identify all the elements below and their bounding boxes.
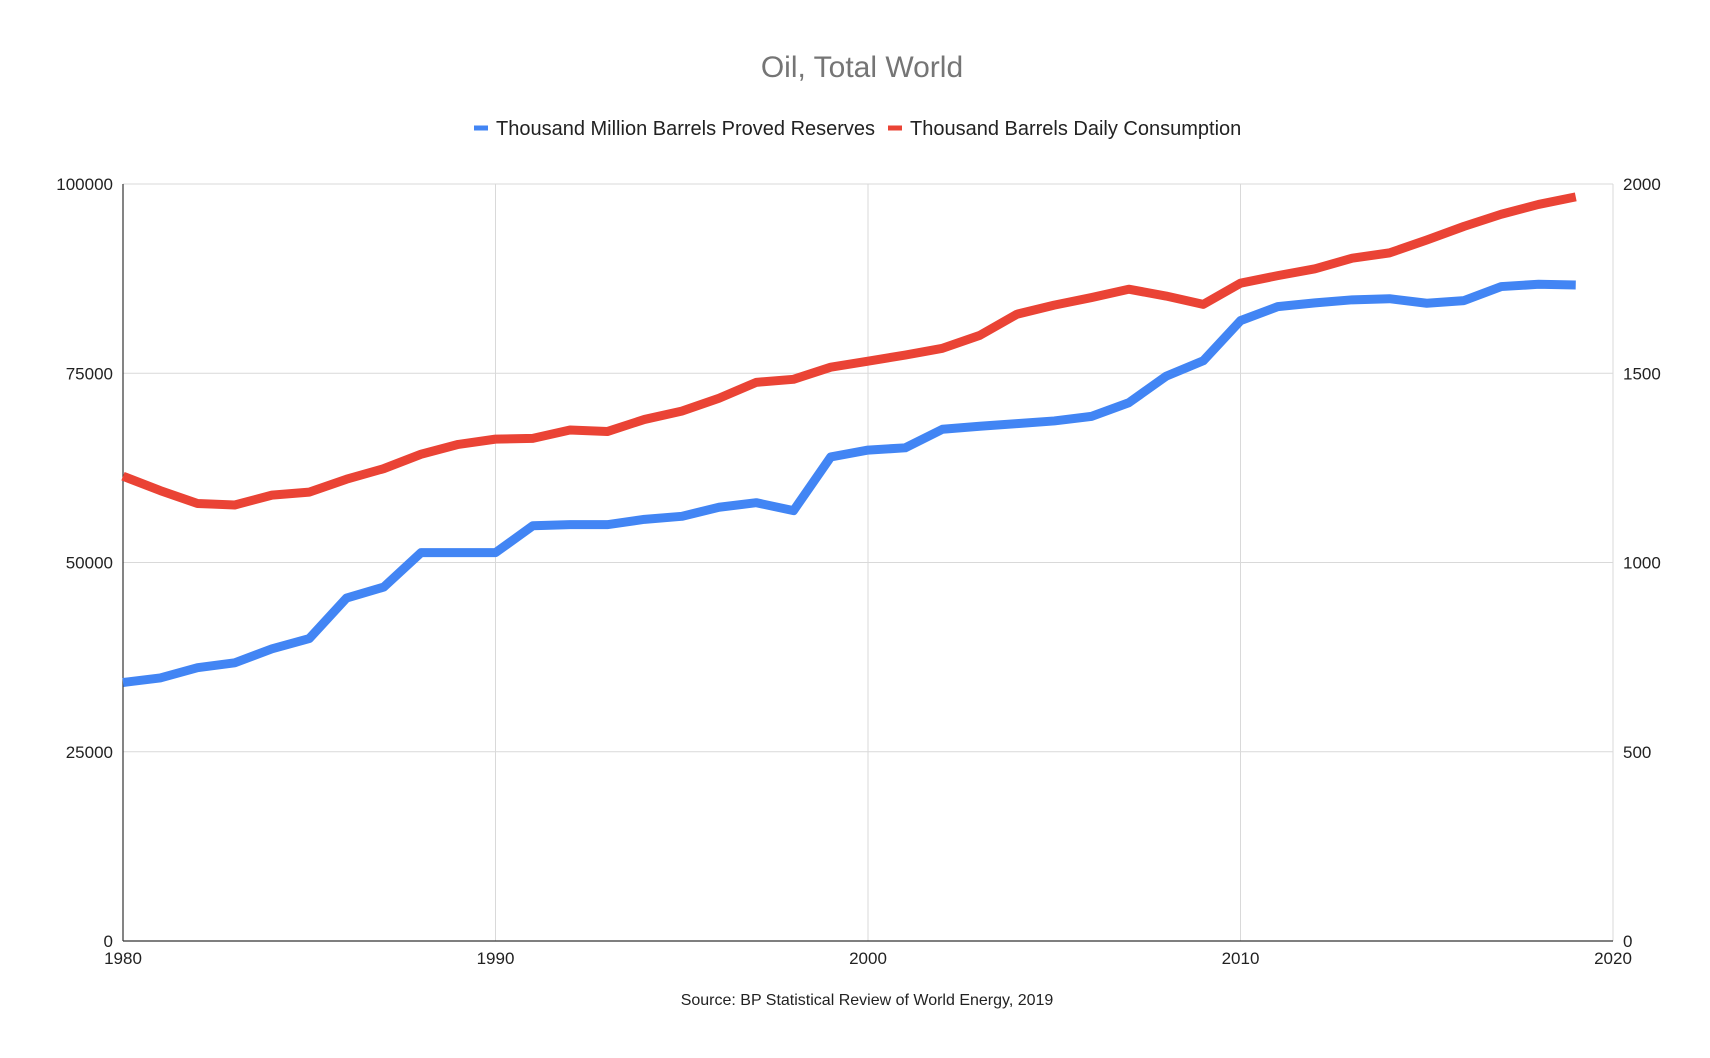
- axes: [122, 184, 1613, 942]
- y-right-tick-label: 2000: [1623, 175, 1661, 194]
- legend-label-reserves: Thousand Million Barrels Proved Reserves: [496, 118, 875, 140]
- legend: Thousand Million Barrels Proved Reserves…: [474, 118, 1241, 140]
- x-tick-label: 1990: [477, 949, 515, 968]
- y-left-tick-label: 100000: [56, 175, 113, 194]
- y-left-tick-label: 75000: [66, 364, 113, 383]
- y-right-tick-label: 500: [1623, 743, 1651, 762]
- source-note: Source: BP Statistical Review of World E…: [681, 992, 1054, 1009]
- y-left-tick-label: 0: [104, 932, 113, 951]
- series-0: [122, 279, 1576, 687]
- series-layer: [121, 192, 1577, 687]
- legend-label-consumption: Thousand Barrels Daily Consumption: [910, 118, 1241, 140]
- tick-labels: 0 25000 50000 75000 100000 0 500 1000 1500 2000 19…: [56, 175, 1661, 968]
- chart-title: Oil, Total World: [761, 51, 963, 84]
- y-right-tick-label: 1500: [1623, 364, 1661, 383]
- series-1: [121, 192, 1577, 510]
- y-left-tick-label: 25000: [66, 743, 113, 762]
- y-right-tick-label: 1000: [1623, 554, 1661, 573]
- gridlines: [122, 183, 1614, 941]
- x-tick-label: 2010: [1222, 949, 1260, 968]
- y-right-tick-label: 0: [1623, 932, 1632, 951]
- x-tick-label: 2020: [1594, 949, 1632, 968]
- x-tick-label: 1980: [104, 949, 142, 968]
- series-line-1: [121, 192, 1577, 510]
- x-tick-label: 2000: [849, 949, 887, 968]
- series-line-0: [122, 279, 1576, 687]
- y-left-tick-label: 50000: [66, 554, 113, 573]
